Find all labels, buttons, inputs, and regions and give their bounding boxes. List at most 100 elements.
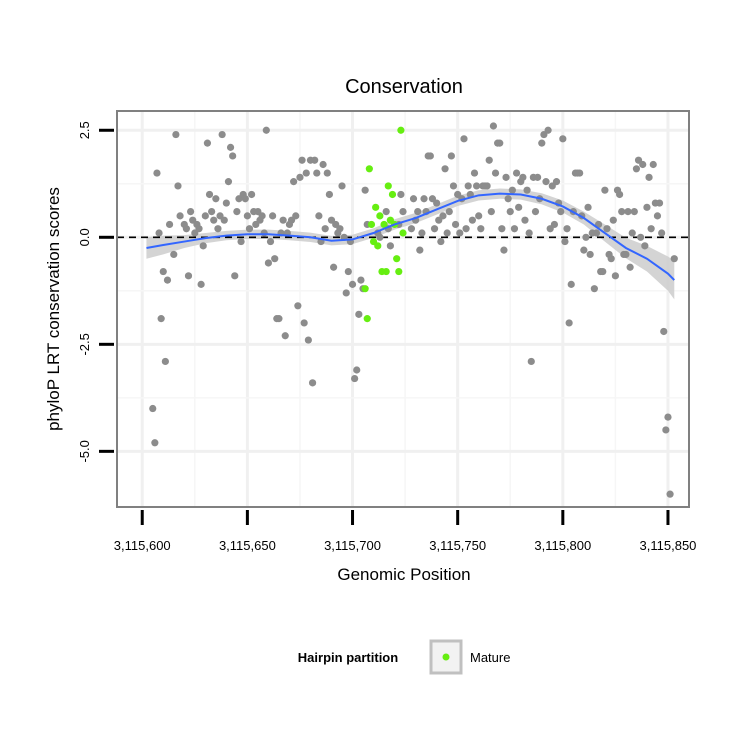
data-point: [296, 173, 304, 181]
data-point: [559, 135, 567, 143]
chart-title: Conservation: [345, 76, 463, 98]
data-point: [447, 152, 455, 160]
data-point: [489, 122, 498, 130]
data-point: [500, 246, 508, 254]
y-tick-label: 0.0: [77, 228, 92, 246]
data-point: [308, 379, 317, 387]
data-point: [233, 208, 241, 216]
data-point: [504, 195, 512, 203]
data-point-mature: [388, 190, 397, 199]
data-point: [430, 225, 439, 233]
data-point: [323, 169, 331, 177]
data-point: [607, 255, 615, 263]
data-point: [224, 178, 233, 186]
legend-title: Hairpin partition: [298, 650, 398, 665]
data-point: [639, 160, 647, 169]
data-point: [357, 276, 365, 284]
data-point: [637, 233, 645, 241]
data-point: [538, 139, 546, 147]
data-point: [565, 319, 573, 327]
data-point: [214, 225, 222, 233]
data-point: [264, 259, 273, 267]
data-point: [567, 280, 575, 288]
data-point: [201, 212, 209, 220]
data-point: [624, 208, 632, 216]
data-point: [161, 357, 169, 366]
data-point: [523, 186, 531, 194]
data-point: [649, 160, 657, 169]
data-point: [483, 182, 491, 190]
data-point: [266, 237, 275, 246]
data-point: [475, 212, 483, 220]
data-point: [655, 199, 664, 207]
data-point: [439, 212, 447, 220]
data-point: [353, 366, 361, 374]
data-point: [260, 229, 268, 237]
data-point: [630, 208, 638, 216]
data-point: [231, 272, 239, 280]
x-tick-label: 3,115,650: [219, 538, 276, 553]
data-point: [550, 220, 559, 229]
smooth-line: [146, 192, 675, 281]
data-point: [527, 357, 535, 366]
data-point: [416, 246, 424, 254]
data-point: [647, 225, 655, 233]
data-point: [462, 225, 470, 233]
data-point: [315, 212, 323, 220]
data-point-mature: [397, 126, 405, 134]
data-point: [557, 208, 565, 216]
data-point: [157, 315, 165, 323]
data-point: [561, 237, 569, 246]
data-point: [658, 229, 666, 237]
data-point: [302, 169, 310, 177]
data-point: [670, 255, 678, 263]
grid-lines: [117, 111, 689, 507]
data-point: [290, 178, 298, 186]
y-axis: 2.5 0.0 -2.5 -5.0: [77, 121, 114, 463]
data-point: [149, 404, 157, 413]
data-point: [618, 208, 626, 216]
data-point: [515, 203, 523, 211]
x-axis-title: Genomic Position: [337, 565, 470, 584]
data-point: [433, 199, 441, 207]
data-point-mature: [380, 220, 388, 229]
data-point: [552, 178, 561, 186]
data-point: [386, 242, 394, 250]
data-point: [155, 229, 163, 237]
x-tick-label: 3,115,700: [324, 538, 381, 553]
data-point: [603, 225, 611, 233]
data-point: [304, 336, 312, 344]
data-point: [397, 190, 405, 199]
data-point: [477, 225, 485, 233]
data-point: [510, 225, 519, 233]
data-point: [271, 255, 279, 263]
data-point: [473, 182, 481, 190]
data-point: [330, 263, 338, 271]
data-point: [229, 152, 237, 160]
data-point: [399, 208, 407, 216]
data-point: [580, 246, 588, 254]
data-point: [653, 212, 662, 220]
data-point: [426, 152, 434, 160]
data-point: [153, 169, 161, 177]
data-point: [199, 242, 207, 250]
data-point: [409, 195, 418, 203]
data-point: [533, 173, 542, 181]
data-point: [460, 135, 468, 143]
data-point: [243, 212, 251, 220]
data-point: [542, 178, 550, 186]
data-point: [508, 186, 516, 194]
data-point: [407, 225, 416, 233]
data-point-mature: [395, 267, 403, 276]
data-point: [170, 250, 178, 259]
data-point: [247, 190, 256, 199]
data-point: [226, 143, 235, 151]
data-point: [258, 212, 266, 220]
data-point: [666, 490, 674, 498]
data-point: [184, 272, 193, 280]
data-point: [275, 315, 283, 323]
data-point-mature: [374, 242, 382, 250]
data-point: [414, 208, 422, 216]
data-point: [237, 237, 245, 246]
legend: Hairpin partition Mature: [298, 639, 510, 675]
